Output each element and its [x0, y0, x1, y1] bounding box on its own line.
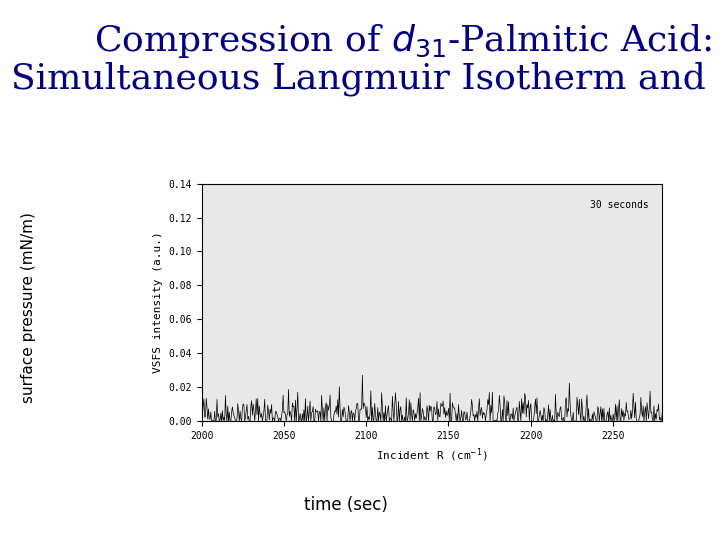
Text: 30 seconds: 30 seconds — [590, 200, 649, 210]
Y-axis label: VSFS intensity (a.u.): VSFS intensity (a.u.) — [153, 232, 163, 373]
Text: Compression of $\mathit{d}_{31}$-Palmitic Acid:: Compression of $\mathit{d}_{31}$-Palmiti… — [94, 22, 712, 59]
Text: Simultaneous Langmuir Isotherm and SFG: Simultaneous Langmuir Isotherm and SFG — [11, 61, 720, 96]
X-axis label: Incident R (cm$^{-1}$): Incident R (cm$^{-1}$) — [376, 447, 488, 464]
Text: surface pressure (mN/m): surface pressure (mN/m) — [22, 212, 36, 403]
Text: time (sec): time (sec) — [304, 496, 387, 514]
